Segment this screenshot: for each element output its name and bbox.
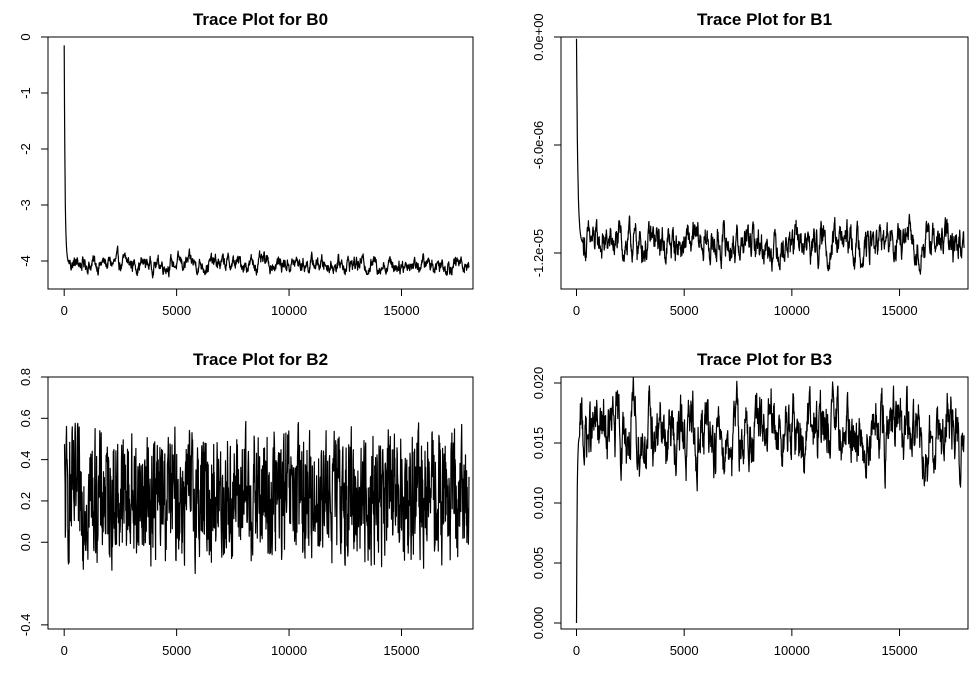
plot-frame [47,376,474,630]
x-tick-label: 15000 [383,303,419,318]
y-tick-label: 0.0 [18,533,33,551]
y-tick-label: 0.005 [531,547,546,580]
x-tick-label: 0 [573,643,580,658]
trace-line [575,38,965,275]
trace-line [575,376,965,624]
y-tick-label: -1.2e-05 [531,229,546,277]
trace-panel-b3: Trace Plot for B3 0 5000 10000 15000 0.000 0.0… [531,350,969,658]
y-tick-label: 0.010 [531,487,546,520]
y-tick-label: 0.0e+00 [531,13,546,60]
y-tick-label: -3 [18,199,33,211]
trace-panel-b1: Trace Plot for B1 0 5000 10000 15000 0.0e+00 -… [531,10,969,318]
y-tick-label: 0.4 [18,451,33,469]
x-tick-label: 15000 [881,643,917,658]
x-tick-label: 5000 [162,643,191,658]
y-tick-label: -0.4 [18,614,33,636]
x-tick-label: 10000 [774,643,810,658]
y-tick-label: 0.000 [531,607,546,640]
x-tick-label: 10000 [774,303,810,318]
x-tick-label: 10000 [271,643,307,658]
x-tick-label: 10000 [271,303,307,318]
y-tick-label: -2 [18,143,33,155]
panel-title: Trace Plot for B3 [697,350,832,369]
y-tick-label: 0.020 [531,367,546,400]
x-tick-label: 15000 [383,643,419,658]
y-tick-label: -6.0e-06 [531,121,546,169]
y-tick-label: 0.8 [18,368,33,386]
x-tick-label: 15000 [881,303,917,318]
y-tick-label: 0.6 [18,409,33,427]
x-tick-label: 5000 [670,303,699,318]
trace-panel-b2: Trace Plot for B2 0 5000 10000 15000 -0.4 0.0 0… [18,350,474,658]
x-tick-label: 5000 [162,303,191,318]
x-tick-label: 0 [61,643,68,658]
x-tick-label: 5000 [670,643,699,658]
panel-title: Trace Plot for B2 [193,350,328,369]
panel-title: Trace Plot for B1 [697,10,832,29]
trace-panel-b0: Trace Plot for B0 0 5000 10000 15000 0 -1 -2 -3 -… [18,10,474,318]
trace-line [63,420,470,575]
y-tick-label: -1 [18,87,33,99]
x-tick-label: 0 [61,303,68,318]
trace-line [63,45,470,279]
panel-title: Trace Plot for B0 [193,10,328,29]
y-tick-label: 0.015 [531,427,546,460]
y-tick-label: -4 [18,255,33,267]
plot-frame [560,36,969,290]
x-tick-label: 0 [573,303,580,318]
plot-frame [47,36,474,290]
y-tick-label: 0 [18,33,33,40]
y-tick-label: 0.2 [18,492,33,510]
